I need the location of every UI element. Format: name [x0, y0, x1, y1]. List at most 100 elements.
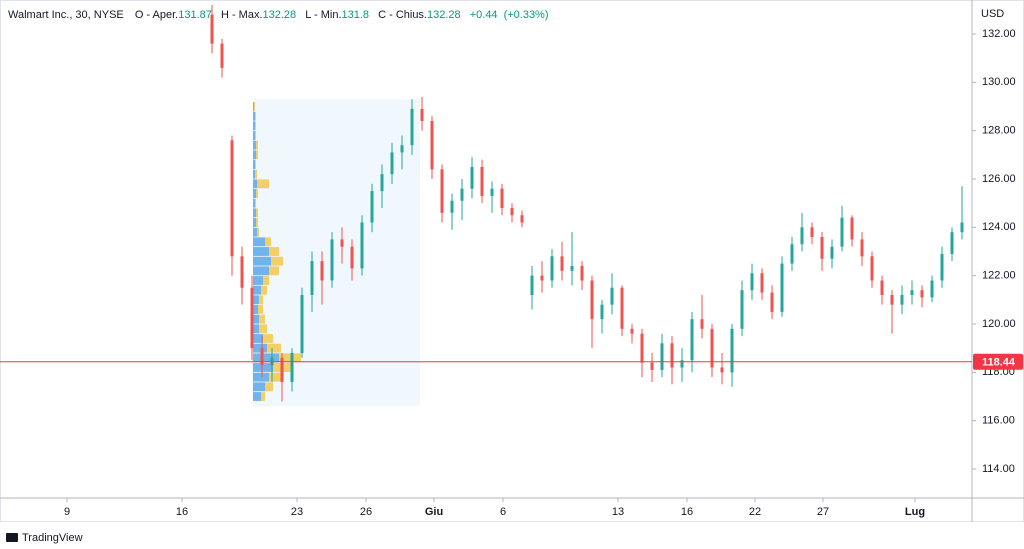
candle	[220, 38, 224, 78]
ohlc-label: L - Min.	[305, 9, 342, 21]
candle	[600, 299, 604, 334]
candle	[830, 239, 834, 269]
candle	[880, 275, 884, 305]
candle-body	[380, 174, 384, 192]
candle-body	[220, 43, 224, 68]
candle	[760, 268, 764, 300]
symbol-title: Walmart Inc., 30, NYSE	[8, 9, 124, 21]
profile-up	[253, 131, 255, 140]
candle	[410, 99, 414, 155]
candle-body	[610, 287, 614, 305]
candle-body	[570, 266, 574, 271]
candle-body	[760, 273, 764, 293]
candle	[380, 164, 384, 208]
profile-up	[253, 102, 254, 111]
x-tick-label: Giu	[425, 506, 443, 518]
candle-body	[310, 261, 314, 295]
candle-body	[500, 188, 504, 208]
candle-body	[620, 287, 624, 329]
profile-down	[256, 189, 258, 198]
profile-up	[253, 111, 255, 121]
candle-body	[250, 287, 254, 349]
profile-up	[253, 363, 273, 372]
candle	[800, 212, 804, 252]
y-tick-label: 132.00	[982, 28, 1016, 40]
candle-body	[510, 208, 514, 216]
candle-body	[630, 328, 634, 334]
currency: USD	[981, 8, 1004, 20]
profile-up	[253, 160, 255, 169]
profile-down	[255, 198, 256, 208]
candle	[300, 287, 304, 358]
candle	[430, 116, 434, 179]
profile-up	[253, 121, 255, 131]
candle	[360, 215, 364, 276]
profile-down	[257, 227, 259, 237]
profile-down	[256, 150, 258, 160]
candle-body	[740, 290, 744, 329]
candle-body	[530, 275, 534, 295]
candle-body	[840, 217, 844, 247]
candle	[530, 266, 534, 310]
candle	[490, 181, 494, 213]
candle	[910, 280, 914, 305]
candle-body	[640, 333, 644, 363]
profile-up	[253, 343, 267, 353]
candle	[440, 164, 444, 223]
candle-body	[280, 357, 284, 382]
profile-down	[259, 314, 265, 324]
last-price-label: 118.44	[982, 357, 1016, 369]
profile-down	[256, 208, 258, 218]
candle-body	[810, 227, 814, 237]
candle-body	[940, 253, 944, 281]
x-tick-label: Lug	[905, 506, 925, 518]
candle	[230, 135, 234, 276]
y-tick-label: 116.00	[982, 415, 1015, 427]
candle-body	[960, 222, 964, 233]
candle	[280, 353, 284, 402]
candle-body	[670, 343, 674, 368]
candle-body	[700, 319, 704, 329]
candle-body	[830, 246, 834, 259]
candle	[950, 227, 954, 262]
candle	[570, 232, 574, 286]
candle	[470, 157, 474, 199]
ohlc-label: O - Aper.	[134, 9, 179, 21]
candle-body	[490, 188, 494, 196]
x-tick-label: 16	[681, 506, 693, 518]
candle	[590, 275, 594, 349]
profile-up	[253, 392, 261, 401]
candle	[820, 232, 824, 271]
profile-up	[253, 295, 259, 305]
profile-down	[256, 218, 258, 227]
candle-body	[910, 290, 914, 295]
candle-body	[350, 246, 354, 269]
profile-down	[265, 382, 273, 392]
candle	[320, 251, 324, 305]
candle-body	[930, 280, 934, 298]
candle	[730, 324, 734, 387]
candle	[210, 5, 214, 54]
candle-body	[460, 188, 464, 201]
candle	[740, 280, 744, 337]
candle	[900, 285, 904, 315]
candle-body	[560, 256, 564, 271]
candle-body	[330, 239, 334, 281]
candle-body	[820, 237, 824, 259]
brand: TradingView	[22, 532, 83, 544]
y-tick-label: 126.00	[982, 173, 1016, 185]
candle-body	[370, 191, 374, 223]
candle-body	[580, 266, 584, 281]
candle	[920, 285, 924, 308]
candle-body	[880, 280, 884, 295]
candle	[240, 246, 244, 305]
profile-up	[253, 276, 263, 285]
candle-body	[450, 200, 454, 213]
brand-mark	[6, 533, 18, 542]
x-tick-label: 22	[749, 506, 761, 518]
profile-down	[269, 266, 279, 276]
profile-up	[253, 324, 259, 334]
profile-down	[261, 392, 265, 401]
ohlc-value: 132.28	[262, 9, 297, 21]
